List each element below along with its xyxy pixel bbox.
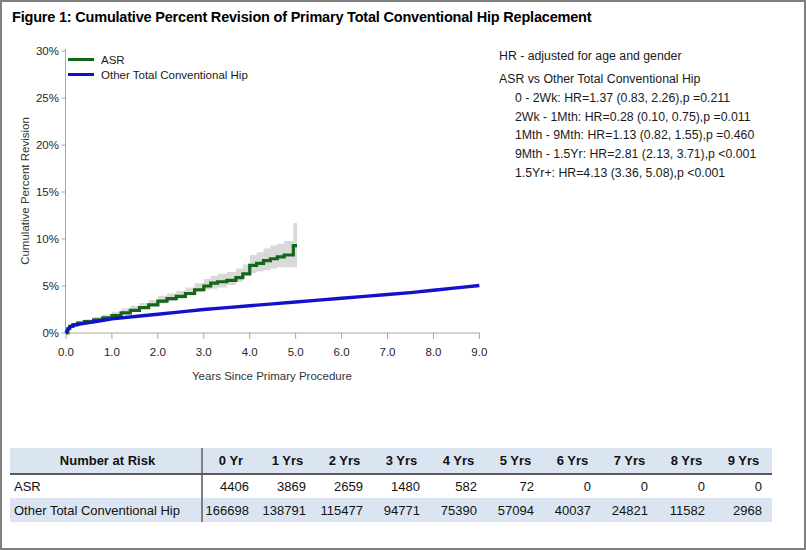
other-2yr: 115477: [316, 498, 373, 522]
number-at-risk-table: Number at Risk 0 Yr 1 Yrs 2 Yrs 3 Yrs 4 …: [10, 448, 772, 522]
asr-6yr: 0: [544, 474, 601, 498]
x-tick-label: 8.0: [425, 346, 441, 358]
col-header-4yr: 4 Yrs: [430, 448, 487, 474]
other-7yr: 24821: [601, 498, 658, 522]
legend-label-asr: ASR: [101, 54, 125, 66]
hr-line-4: 1.5Yr+: HR=4.13 (3.36, 5.08),p <0.001: [515, 164, 756, 183]
risk-row-other-label: Other Total Conventional Hip: [10, 498, 202, 522]
y-tick-label: 5%: [42, 280, 59, 292]
hr-line-1: 2Wk - 1Mth: HR=0.28 (0.10, 0.75),p =0.01…: [515, 108, 756, 127]
hr-line-3: 9Mth - 1.5Yr: HR=2.81 (2.13, 3.71),p <0.…: [515, 145, 756, 164]
asr-2yr: 2659: [316, 474, 373, 498]
x-tick-label: 2.0: [150, 346, 166, 358]
risk-row-asr-label: ASR: [10, 474, 202, 498]
legend-label-other: Other Total Conventional Hip: [101, 69, 248, 81]
col-header-0yr: 0 Yr: [202, 448, 259, 474]
other-1yr: 138791: [259, 498, 316, 522]
asr-4yr: 582: [430, 474, 487, 498]
y-tick-label: 30%: [36, 45, 59, 57]
asr-3yr: 1480: [373, 474, 430, 498]
other-0yr: 166698: [202, 498, 259, 522]
other-3yr: 94771: [373, 498, 430, 522]
x-tick-label: 5.0: [288, 346, 304, 358]
y-tick-label: 20%: [36, 139, 59, 151]
x-tick-label: 7.0: [380, 346, 396, 358]
asr-8yr: 0: [658, 474, 715, 498]
other-8yr: 11582: [658, 498, 715, 522]
asr-0yr: 4406: [202, 474, 259, 498]
hazard-ratio-panel: HR - adjusted for age and gender ASR vs …: [499, 47, 756, 182]
col-header-9yr: 9 Yrs: [715, 448, 772, 474]
x-tick-label: 4.0: [242, 346, 258, 358]
asr-9yr: 0: [715, 474, 772, 498]
y-tick-label: 0%: [42, 327, 59, 339]
x-tick-label: 9.0: [471, 346, 487, 358]
risk-table-title: Number at Risk: [10, 448, 202, 474]
other-9yr: 2968: [715, 498, 772, 522]
col-header-1yr: 1 Yrs: [259, 448, 316, 474]
col-header-5yr: 5 Yrs: [487, 448, 544, 474]
y-tick-label: 25%: [36, 92, 59, 104]
risk-row-asr: ASR 4406 3869 2659 1480 582 72 0 0 0 0: [10, 474, 772, 498]
col-header-6yr: 6 Yrs: [544, 448, 601, 474]
legend-item-asr: ASR: [68, 52, 248, 67]
col-header-3yr: 3 Yrs: [373, 448, 430, 474]
x-tick-label: 1.0: [104, 346, 120, 358]
hr-line-2: 1Mth - 9Mth: HR=1.13 (0.82, 1.55),p =0.4…: [515, 126, 756, 145]
col-header-2yr: 2 Yrs: [316, 448, 373, 474]
hr-adjustment-note: HR - adjusted for age and gender: [499, 47, 756, 66]
x-tick-label: 6.0: [334, 346, 350, 358]
other-4yr: 75390: [430, 498, 487, 522]
asr-confidence-band: [66, 223, 297, 333]
col-header-7yr: 7 Yrs: [601, 448, 658, 474]
other-line-swatch: [68, 73, 94, 77]
other-5yr: 57094: [487, 498, 544, 522]
risk-table-header-row: Number at Risk 0 Yr 1 Yrs 2 Yrs 3 Yrs 4 …: [10, 448, 772, 474]
legend-item-other: Other Total Conventional Hip: [68, 67, 248, 82]
x-tick-label: 0.0: [58, 346, 74, 358]
x-axis-title: Years Since Primary Procedure: [192, 370, 352, 382]
y-tick-label: 10%: [36, 233, 59, 245]
y-axis-title: Cumulative Percent Revision: [19, 117, 31, 265]
figure-container: Figure 1: Cumulative Percent Revision of…: [0, 0, 806, 550]
y-tick-label: 15%: [36, 186, 59, 198]
asr-5yr: 72: [487, 474, 544, 498]
col-header-8yr: 8 Yrs: [658, 448, 715, 474]
asr-1yr: 3869: [259, 474, 316, 498]
asr-7yr: 0: [601, 474, 658, 498]
hr-comparison-title: ASR vs Other Total Conventional Hip: [499, 70, 756, 89]
x-tick-label: 3.0: [196, 346, 212, 358]
asr-line-swatch: [68, 58, 94, 62]
chart-legend: ASR Other Total Conventional Hip: [68, 52, 248, 82]
other-6yr: 40037: [544, 498, 601, 522]
hr-line-0: 0 - 2Wk: HR=1.37 (0.83, 2.26),p =0.211: [515, 89, 756, 108]
risk-row-other: Other Total Conventional Hip 166698 1387…: [10, 498, 772, 522]
